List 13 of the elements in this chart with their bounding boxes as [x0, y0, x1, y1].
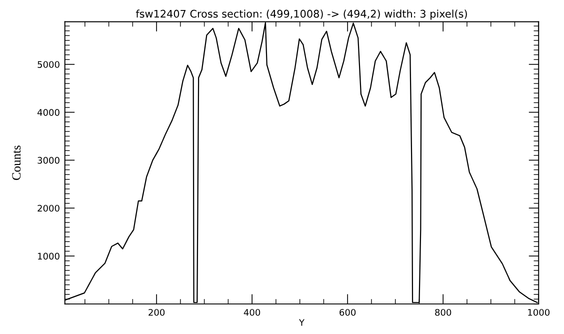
y-tick-label: 4000 — [37, 109, 60, 116]
y-axis-title: Counts — [12, 146, 21, 180]
x-tick-label: 1000 — [528, 308, 550, 316]
x-axis-title: Y — [298, 319, 305, 326]
x-tick-label: 800 — [435, 308, 452, 316]
chart-title: fsw12407 Cross section: (499,1008) -> (494,2) width: 3 pixel(s) — [136, 10, 467, 20]
y-tick-label: 2000 — [38, 204, 60, 212]
y-tick-label: 5000 — [38, 61, 60, 68]
x-tick-label: 200 — [148, 308, 165, 316]
y-tick-label: 3000 — [38, 156, 60, 164]
x-tick-label: 600 — [340, 308, 356, 316]
x-tick-label: 400 — [244, 308, 260, 316]
y-tick-label: 1000 — [38, 252, 60, 260]
